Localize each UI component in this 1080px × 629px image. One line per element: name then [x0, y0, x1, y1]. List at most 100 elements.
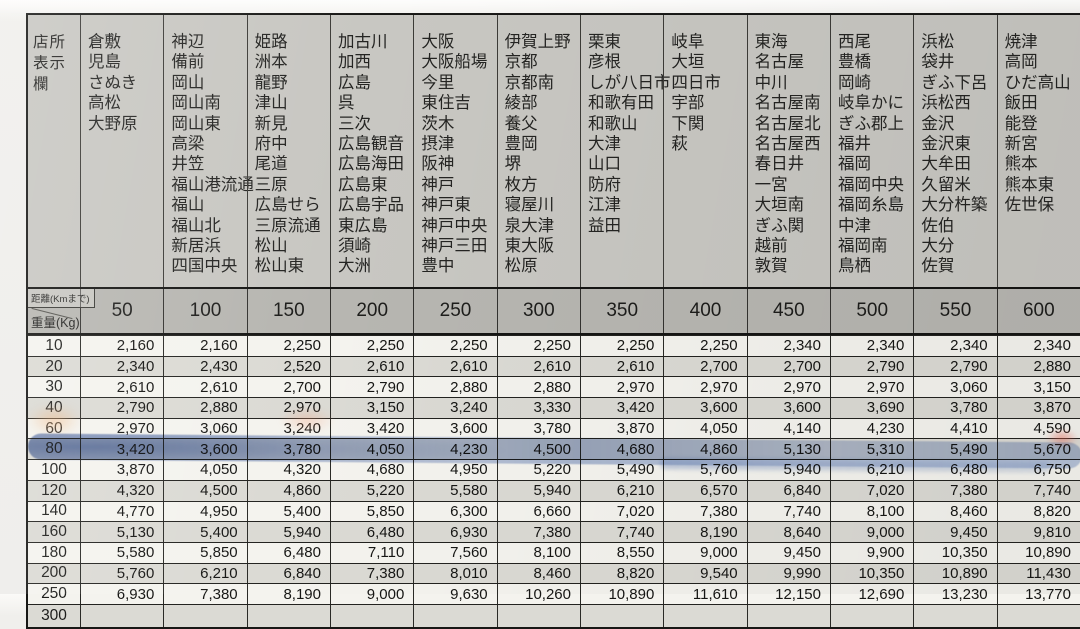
station-name: 三原 [254, 175, 288, 194]
distance-header-400: 400 [663, 289, 746, 333]
station-name: 伊賀上野 [504, 33, 571, 51]
rate-cell: 4,680 [330, 460, 414, 480]
weight-cell: 80 [28, 439, 80, 460]
rate-cell: 9,540 [663, 563, 747, 584]
station-name: 名古屋北 [754, 114, 821, 133]
station-name: 江津 [588, 196, 621, 215]
rate-cell: 6,840 [246, 563, 330, 584]
rate-cell: 10,890 [913, 563, 997, 584]
rate-cell: 13,230 [913, 584, 997, 604]
station-name: 佐世保 [1004, 196, 1055, 215]
station-name: 須崎 [338, 237, 371, 256]
station-name: 加西 [338, 53, 371, 72]
rate-row-20kg: 20 2,340 2,430 2,520 2,610 2,610 2,610 2,610 2,7… [28, 355, 1080, 377]
rate-cell: 7,380 [330, 563, 414, 584]
freight-rate-table: 店所 表示欄 倉敷 児島 さぬき 高松 大野原 神辺 備前 岡山 岡山南 岡山東 高梁 井笠 福山港流通… [26, 13, 1080, 629]
station-name: 高松 [88, 94, 121, 113]
station-header-row: 店所 表示欄 倉敷 児島 さぬき 高松 大野原 神辺 備前 岡山 岡山南 岡山東 高梁 井笠 福山港流通… [28, 15, 1080, 287]
station-name: 京都 [504, 53, 538, 72]
rate-cell: 4,320 [246, 460, 330, 480]
distance-header-100: 100 [163, 289, 246, 333]
rate-cell: 2,970 [830, 377, 914, 398]
rate-cell: 2,340 [746, 336, 830, 356]
rate-cell: 5,850 [330, 501, 414, 522]
rate-cell: 3,870 [580, 418, 664, 439]
rate-cell: 2,970 [663, 377, 747, 398]
station-name: 山口 [588, 155, 621, 174]
rate-cell: 11,610 [663, 584, 747, 604]
station-name: 一宮 [754, 175, 788, 194]
rate-cell [80, 604, 164, 627]
rate-cell: 3,420 [330, 418, 414, 439]
weight-cell: 250 [28, 584, 80, 604]
station-name: 大津 [588, 135, 621, 154]
station-name: 大阪 [421, 33, 455, 51]
station-name: 姫路 [254, 33, 288, 51]
weight-cell: 300 [28, 604, 80, 627]
rate-row-180kg: 180 5,580 5,850 6,480 7,110 7,560 8,100 8,550 9,… [28, 541, 1080, 563]
station-name: 寝屋川 [504, 196, 555, 215]
rate-cell: 8,010 [413, 563, 497, 584]
rate-cell: 3,060 [913, 377, 997, 398]
rate-cell: 5,130 [80, 522, 164, 542]
rate-cell: 4,410 [913, 418, 997, 439]
weight-cell: 180 [28, 542, 80, 563]
station-name: 防府 [588, 175, 621, 194]
rate-cell: 2,970 [746, 377, 830, 398]
rate-row-200kg: 200 5,760 6,210 6,840 7,380 8,010 8,460 8,820 9,… [28, 562, 1080, 584]
station-name: 津山 [254, 94, 288, 113]
station-name: 福井 [838, 135, 871, 154]
weight-cell: 140 [28, 501, 80, 522]
station-name: 松山東 [254, 257, 305, 276]
rate-cell: 6,210 [580, 480, 664, 501]
rate-cell: 10,350 [830, 563, 914, 584]
rate-cell: 5,490 [580, 460, 664, 480]
station-name: ひだ高山 [1004, 73, 1071, 92]
station-name: 泉大津 [504, 216, 555, 235]
rate-cell: 3,240 [246, 418, 330, 439]
rate-cell: 5,580 [80, 542, 164, 563]
station-name: 阪神 [421, 155, 455, 174]
rate-row-80kg: 80 3,420 3,600 3,780 4,050 4,230 4,500 4,680 4,8… [28, 438, 1080, 460]
weight-cell: 160 [28, 522, 80, 542]
rate-cell: 7,020 [580, 501, 664, 522]
rate-cell: 5,760 [663, 460, 747, 480]
rate-cell: 8,820 [996, 501, 1080, 522]
rate-cell: 3,600 [663, 398, 747, 418]
rate-cell [413, 604, 497, 627]
rate-cell: 2,610 [413, 356, 497, 377]
rate-cell: 10,890 [996, 542, 1080, 563]
station-list-label-line2: 表示欄 [33, 55, 67, 93]
rate-cell: 4,230 [413, 439, 497, 460]
station-name: 大分杵築 [921, 196, 988, 215]
rate-cell: 9,990 [746, 563, 830, 584]
rate-cell: 5,400 [246, 501, 330, 522]
station-name: 彦根 [588, 53, 621, 72]
rate-cell: 6,930 [80, 584, 164, 604]
rate-cell: 5,940 [496, 480, 580, 501]
rate-cell: 2,340 [830, 336, 914, 356]
rate-cell [663, 604, 747, 627]
station-name: 呉 [338, 94, 355, 113]
station-name: 浜松 [921, 33, 955, 51]
rate-cell [830, 604, 914, 627]
rate-cell: 2,880 [413, 377, 497, 398]
rate-cell: 2,160 [80, 336, 164, 356]
rate-cell: 3,690 [830, 398, 914, 418]
station-name: 西尾 [838, 33, 871, 51]
rate-cell: 8,100 [496, 542, 580, 563]
station-name: 焼津 [1004, 33, 1038, 51]
station-name: 名古屋西 [754, 135, 821, 154]
rate-row-100kg: 100 3,870 4,050 4,320 4,680 4,950 5,220 5,490 5,… [28, 459, 1080, 480]
rate-table-body: 10 2,160 2,160 2,250 2,250 2,250 2,250 2,250 2,2… [28, 335, 1080, 627]
station-name: 能登 [1004, 114, 1038, 133]
rate-cell: 3,060 [163, 418, 247, 439]
rate-row-140kg: 140 4,770 4,950 5,400 5,850 6,300 6,660 7,020 7,… [28, 500, 1080, 522]
rate-cell: 3,780 [913, 398, 997, 418]
rate-cell: 2,880 [996, 356, 1080, 377]
rate-cell: 8,100 [830, 501, 914, 522]
station-name: 井笠 [171, 155, 205, 174]
rate-cell: 4,320 [80, 480, 164, 501]
rate-cell: 4,500 [496, 439, 580, 460]
station-name: 名古屋南 [754, 94, 821, 113]
